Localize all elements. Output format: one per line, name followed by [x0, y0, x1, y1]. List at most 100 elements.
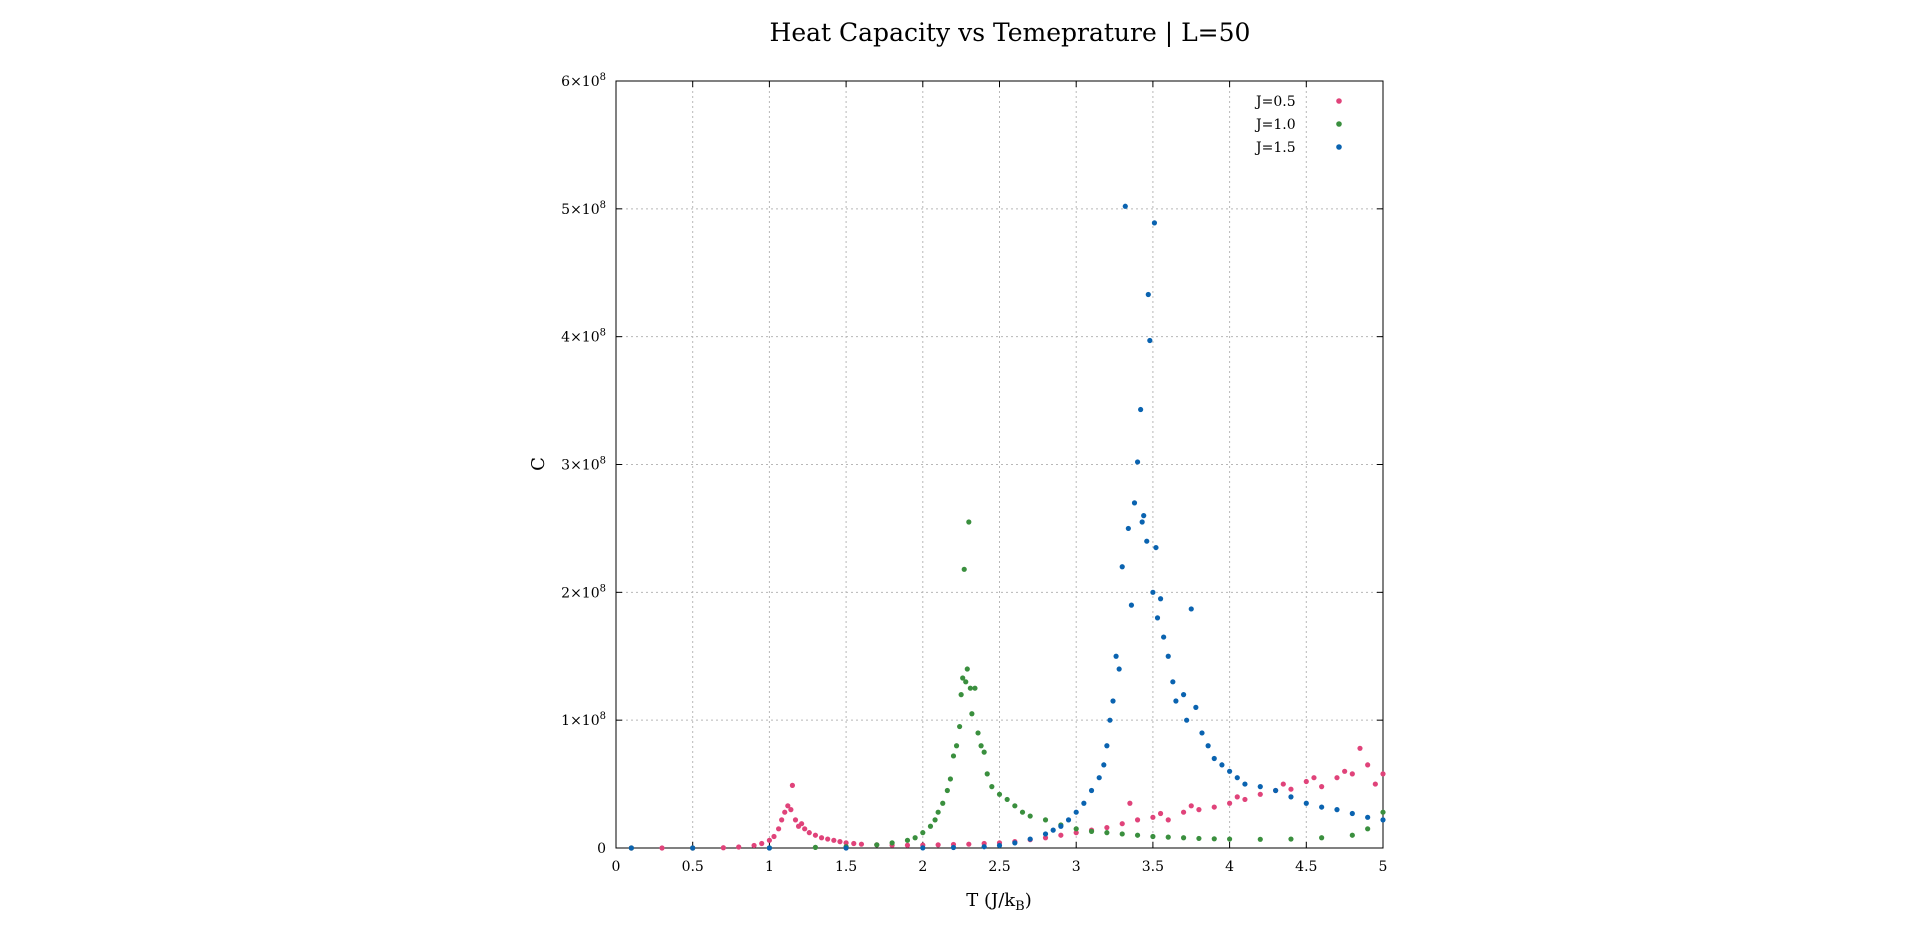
legend-label: J=1.0 [1254, 117, 1296, 133]
data-point [1096, 775, 1102, 781]
data-point [1211, 836, 1217, 842]
data-point [1113, 653, 1119, 659]
data-point [1199, 730, 1205, 736]
legend-marker [1336, 144, 1342, 150]
data-point [1073, 826, 1079, 832]
data-point [984, 771, 990, 777]
data-point [1019, 809, 1026, 815]
y-tick-label: 2×108 [561, 583, 606, 601]
series-2 [628, 203, 1386, 851]
y-tick-mantissa: 0 [597, 841, 606, 857]
data-point [957, 723, 963, 730]
data-point [1319, 784, 1325, 790]
data-point [1188, 803, 1194, 809]
data-point [1196, 807, 1202, 813]
data-point [920, 830, 926, 836]
data-point [996, 842, 1003, 849]
y-tick-exponent: 8 [600, 72, 606, 83]
data-point [1273, 787, 1279, 794]
data-point [1150, 589, 1156, 595]
data-point [940, 800, 946, 806]
x-tick-label: 2 [918, 859, 927, 875]
data-point [966, 841, 972, 847]
data-point [1319, 835, 1325, 841]
data-point [736, 844, 742, 850]
data-point [751, 842, 757, 849]
x-tick-label: 1.5 [835, 859, 857, 875]
legend-marker [1336, 121, 1342, 127]
data-point [812, 844, 819, 850]
x-axis-ticks: 0 0.5 1 1.5 2 2.5 3 3.5 4 4.5 5 [612, 81, 1387, 875]
data-point [1042, 835, 1049, 841]
series-1 [628, 519, 1386, 851]
data-point [1165, 817, 1171, 823]
data-point [1288, 836, 1294, 842]
y-tick-label: 3×108 [561, 456, 606, 474]
data-point [1150, 833, 1156, 840]
data-point [967, 685, 973, 691]
data-point [1349, 810, 1355, 817]
data-point [1234, 775, 1240, 781]
data-point [1380, 771, 1386, 777]
data-point [1257, 784, 1263, 790]
y-tick-mantissa: 1×10 [561, 713, 599, 729]
data-point [1334, 807, 1340, 813]
y-tick-label: 4×108 [561, 328, 606, 346]
data-point [1131, 500, 1138, 506]
data-point [1134, 832, 1141, 838]
data-point [1219, 762, 1225, 768]
data-point [851, 840, 857, 847]
data-point [1004, 796, 1010, 803]
data-point [1081, 800, 1087, 806]
y-tick-mantissa: 6×10 [561, 74, 599, 90]
x-axis-label: T (J/kB) [966, 890, 1032, 914]
data-point [1012, 840, 1018, 846]
data-point [960, 675, 966, 681]
data-point [1211, 804, 1217, 810]
data-point [981, 844, 987, 850]
data-point [1357, 745, 1363, 751]
data-point [1127, 800, 1133, 806]
data-point [1372, 781, 1378, 787]
data-point [1042, 817, 1049, 823]
data-point [932, 817, 938, 823]
data-point [1138, 406, 1144, 413]
data-point [935, 842, 941, 848]
data-point [1257, 836, 1263, 842]
legend-label: J=0.5 [1254, 94, 1296, 110]
x-tick-label: 0.5 [682, 859, 704, 875]
data-point [799, 821, 805, 827]
data-point [843, 845, 849, 851]
data-point [920, 845, 926, 851]
data-point [1141, 513, 1147, 519]
data-point [1184, 717, 1190, 723]
data-point [889, 840, 895, 846]
x-axis-label-sub: B [1015, 899, 1025, 914]
data-point [1303, 800, 1309, 806]
data-point [935, 809, 941, 815]
data-point [831, 837, 837, 843]
y-tick-exponent: 8 [600, 200, 606, 211]
y-tick-exponent: 8 [600, 711, 606, 722]
data-point [1110, 698, 1116, 704]
data-point [1280, 781, 1286, 787]
data-point [963, 679, 969, 685]
data-point [981, 749, 987, 755]
x-tick-label: 4 [1225, 859, 1234, 875]
legend: J=0.5 J=1.0 J=1.5 [1254, 94, 1342, 156]
data-point [1227, 800, 1233, 806]
data-point [1144, 538, 1150, 544]
data-point [978, 743, 984, 749]
data-point [1180, 809, 1187, 815]
data-point [904, 837, 911, 843]
x-axis-label-main: T (J/k [966, 890, 1016, 911]
data-point [1122, 203, 1128, 209]
data-point [1380, 817, 1386, 823]
data-point [1116, 666, 1122, 672]
data-point [720, 845, 726, 851]
data-point [1027, 813, 1033, 819]
data-point [1257, 791, 1263, 797]
data-point [1365, 826, 1371, 832]
